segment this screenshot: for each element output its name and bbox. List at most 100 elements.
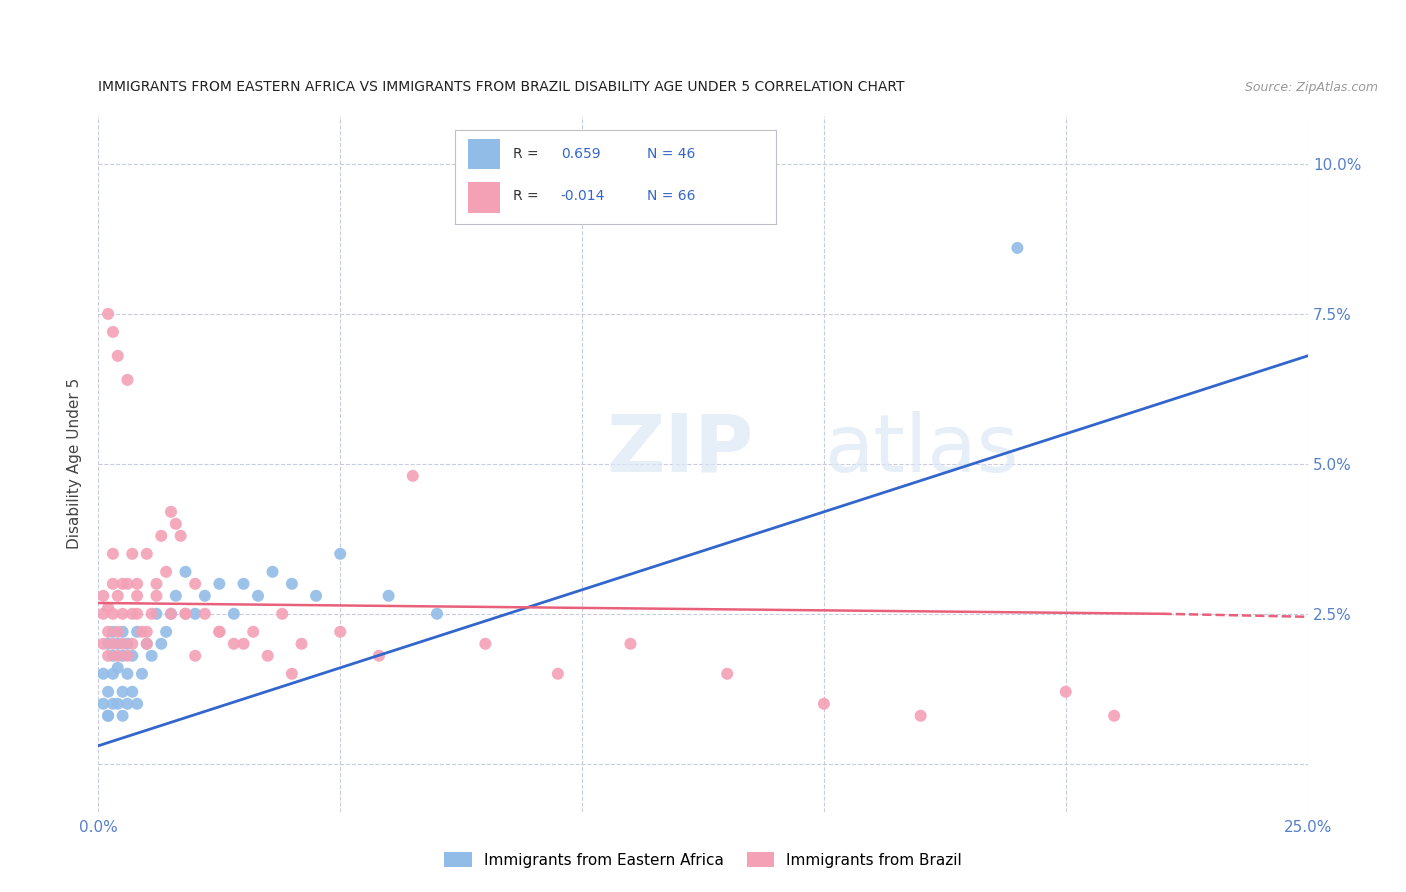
Point — [111, 648, 134, 663]
Point — [232, 637, 254, 651]
Point — [97, 708, 120, 723]
Point — [121, 637, 143, 651]
Point — [101, 624, 124, 639]
Point — [97, 648, 120, 663]
Point — [131, 666, 153, 681]
Point — [101, 697, 124, 711]
Point — [271, 607, 294, 621]
Point — [290, 637, 312, 651]
Point — [165, 589, 187, 603]
Point — [111, 685, 134, 699]
Point — [194, 589, 217, 603]
Point — [97, 685, 120, 699]
Point — [155, 565, 177, 579]
Point — [121, 648, 143, 663]
Legend: Immigrants from Eastern Africa, Immigrants from Brazil: Immigrants from Eastern Africa, Immigran… — [437, 846, 969, 873]
Point — [121, 685, 143, 699]
Point — [247, 589, 270, 603]
Point — [155, 624, 177, 639]
Point — [131, 624, 153, 639]
Point — [184, 648, 207, 663]
Point — [1054, 685, 1077, 699]
Y-axis label: Disability Age Under 5: Disability Age Under 5 — [67, 378, 83, 549]
Point — [547, 666, 569, 681]
Point — [107, 648, 129, 663]
Point — [121, 547, 143, 561]
Point — [242, 624, 264, 639]
Text: Source: ZipAtlas.com: Source: ZipAtlas.com — [1244, 80, 1378, 94]
Point — [1102, 708, 1125, 723]
Point — [813, 697, 835, 711]
Text: IMMIGRANTS FROM EASTERN AFRICA VS IMMIGRANTS FROM BRAZIL DISABILITY AGE UNDER 5 : IMMIGRANTS FROM EASTERN AFRICA VS IMMIGR… — [98, 79, 905, 94]
Point — [97, 307, 120, 321]
Point — [117, 697, 139, 711]
Point — [107, 589, 129, 603]
Point — [117, 648, 139, 663]
Point — [160, 607, 183, 621]
Point — [91, 589, 114, 603]
Point — [111, 624, 134, 639]
Point — [619, 637, 641, 651]
Point — [101, 648, 124, 663]
Point — [145, 576, 167, 591]
Point — [305, 589, 328, 603]
Point — [329, 624, 352, 639]
Point — [111, 576, 134, 591]
Point — [716, 666, 738, 681]
Point — [97, 600, 120, 615]
Point — [135, 637, 157, 651]
Point — [117, 637, 139, 651]
Point — [135, 637, 157, 651]
Point — [111, 637, 134, 651]
Point — [111, 708, 134, 723]
Point — [426, 607, 449, 621]
Point — [127, 697, 149, 711]
Point — [208, 576, 231, 591]
Point — [150, 529, 173, 543]
Point — [1007, 241, 1029, 255]
Point — [174, 565, 197, 579]
Point — [184, 576, 207, 591]
Point — [107, 624, 129, 639]
Point — [262, 565, 284, 579]
Point — [135, 624, 157, 639]
Point — [117, 373, 139, 387]
Point — [222, 607, 245, 621]
Point — [169, 529, 191, 543]
Point — [101, 607, 124, 621]
Point — [127, 576, 149, 591]
Point — [91, 697, 114, 711]
Point — [208, 624, 231, 639]
Point — [377, 589, 399, 603]
Text: ZIP: ZIP — [606, 411, 754, 489]
Point — [117, 576, 139, 591]
Point — [174, 607, 197, 621]
Point — [150, 637, 173, 651]
Point — [160, 607, 183, 621]
Point — [107, 661, 129, 675]
Point — [107, 637, 129, 651]
Point — [91, 666, 114, 681]
Point — [281, 666, 304, 681]
Point — [232, 576, 254, 591]
Point — [127, 607, 149, 621]
Point — [329, 547, 352, 561]
Text: atlas: atlas — [824, 411, 1018, 489]
Point — [91, 637, 114, 651]
Point — [91, 607, 114, 621]
Point — [145, 589, 167, 603]
Point — [101, 637, 124, 651]
Point — [368, 648, 391, 663]
Point — [474, 637, 496, 651]
Point — [127, 589, 149, 603]
Point — [97, 637, 120, 651]
Point — [101, 666, 124, 681]
Point — [111, 607, 134, 621]
Point — [910, 708, 932, 723]
Point — [160, 505, 183, 519]
Point — [117, 666, 139, 681]
Point — [281, 576, 304, 591]
Point — [141, 607, 163, 621]
Point — [222, 637, 245, 651]
Point — [402, 468, 425, 483]
